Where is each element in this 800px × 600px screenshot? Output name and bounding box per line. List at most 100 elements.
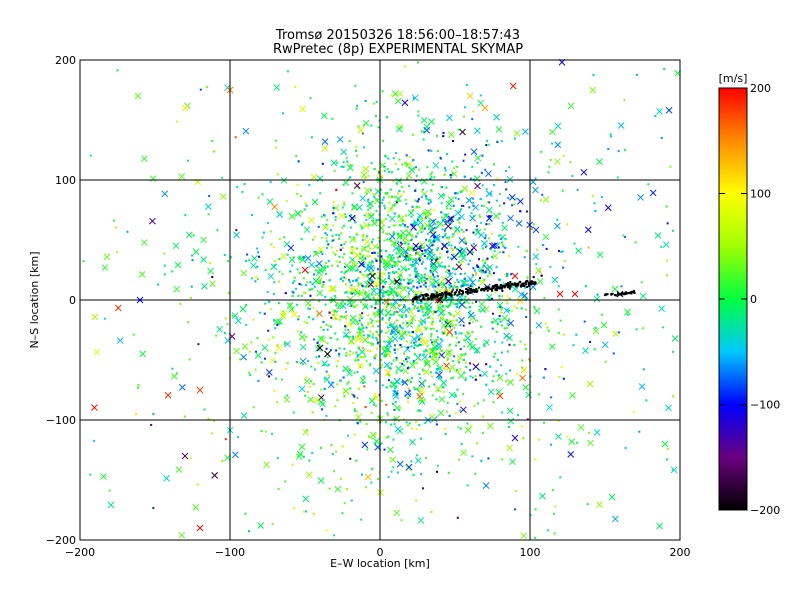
scatter-point-dot [409, 393, 412, 396]
scatter-point-x [459, 128, 466, 136]
scatter-point-dot [501, 411, 504, 414]
scatter-point-dot [557, 332, 560, 335]
scatter-point-dot [260, 361, 263, 364]
scatter-point-dot [353, 306, 356, 309]
scatter-point-dot [404, 268, 407, 271]
scatter-point-dot [272, 246, 275, 249]
scatter-point-dot [420, 231, 423, 234]
scatter-point-x [418, 387, 426, 395]
scatter-point-dot [356, 410, 359, 413]
scatter-point-dot [392, 204, 395, 207]
scatter-point-dot [357, 282, 360, 285]
scatter-point-dot [411, 247, 414, 250]
scatter-point-x [358, 260, 365, 268]
scatter-point-dot [413, 386, 416, 389]
scatter-point-dot [393, 311, 396, 314]
scatter-point-dot [507, 254, 510, 257]
scatter-point-dot [305, 204, 308, 207]
scatter-point-x [592, 327, 600, 335]
scatter-point-dot [385, 308, 388, 311]
scatter-point-dot [441, 294, 444, 297]
scatter-point-x [437, 220, 444, 228]
scatter-point-x [408, 166, 416, 174]
scatter-point-dot [476, 442, 479, 445]
scatter-point-dot [454, 323, 457, 326]
scatter-point-dot [284, 480, 287, 483]
scatter-point-dot [471, 316, 474, 319]
scatter-point-dot [416, 286, 419, 289]
scatter-point-dot [459, 273, 462, 276]
scatter-point-x [486, 215, 493, 222]
scatter-point-dot [405, 315, 408, 318]
scatter-point-dot [323, 377, 326, 380]
scatter-point-dot [345, 317, 348, 320]
scatter-point-dot [171, 367, 174, 370]
scatter-point-x [239, 305, 247, 313]
scatter-point-dot [427, 288, 430, 291]
scatter-point-x [430, 260, 437, 268]
scatter-point-x [422, 209, 430, 217]
scatter-point-dot [492, 286, 495, 289]
scatter-point-x [569, 392, 576, 399]
scatter-point-dot [327, 324, 330, 327]
scatter-point-dot [432, 353, 435, 356]
scatter-point-dot [354, 221, 357, 224]
scatter-point-dot [454, 412, 457, 415]
scatter-point-x [317, 246, 325, 253]
scatter-point-x [349, 264, 357, 272]
scatter-point-dot [408, 308, 411, 311]
scatter-point-dot [365, 360, 368, 363]
scatter-point-dot [397, 232, 400, 235]
scatter-point-x [134, 92, 142, 100]
scatter-point-x [362, 165, 370, 173]
scatter-point-dot [382, 301, 385, 304]
scatter-point-dot [457, 128, 460, 131]
scatter-point-dot [633, 290, 636, 293]
scatter-point-dot [454, 192, 457, 195]
scatter-point-x [390, 302, 397, 310]
scatter-point-dot [443, 220, 446, 223]
scatter-point-dot [544, 368, 547, 371]
scatter-point-x [542, 196, 550, 203]
scatter-point-x [298, 443, 306, 451]
scatter-point-dot [392, 466, 395, 469]
scatter-point-dot [338, 255, 341, 258]
scatter-point-dot [371, 251, 374, 254]
scatter-point-dot [397, 168, 400, 171]
scatter-point-dot [395, 385, 398, 388]
scatter-point-dot [392, 313, 395, 316]
scatter-point-dot [495, 199, 498, 202]
scatter-point-dot [556, 218, 559, 221]
scatter-point-dot [332, 200, 335, 203]
scatter-point-dot [460, 190, 463, 193]
scatter-point-dot [241, 190, 244, 193]
scatter-point-x [489, 242, 496, 250]
scatter-point-dot [360, 227, 363, 230]
scatter-point-dot [361, 248, 364, 251]
scatter-point-dot [542, 376, 545, 379]
scatter-point-dot [343, 272, 346, 275]
y-axis-label: N–S location [km] [28, 251, 41, 348]
scatter-point-dot [375, 219, 378, 222]
scatter-point-x [596, 158, 603, 166]
scatter-point-dot [388, 342, 391, 345]
scatter-point-dot [455, 286, 458, 289]
scatter-point-dot [504, 238, 507, 241]
scatter-point-dot [404, 242, 407, 245]
scatter-point-dot [361, 132, 364, 135]
scatter-point-dot [276, 323, 279, 326]
scatter-point-dot [425, 308, 428, 311]
scatter-point-dot [516, 284, 519, 287]
scatter-point-dot [361, 235, 364, 238]
scatter-point-dot [550, 396, 553, 399]
scatter-point-dot [383, 169, 386, 172]
scatter-point-dot [312, 399, 315, 402]
scatter-point-dot [533, 306, 536, 309]
scatter-point-dot [387, 214, 390, 217]
scatter-point-x [485, 206, 493, 214]
scatter-point-dot [615, 294, 618, 297]
scatter-point-x [410, 223, 417, 231]
scatter-point-dot [355, 459, 358, 462]
scatter-point-dot [418, 168, 421, 171]
scatter-point-x [370, 287, 378, 295]
